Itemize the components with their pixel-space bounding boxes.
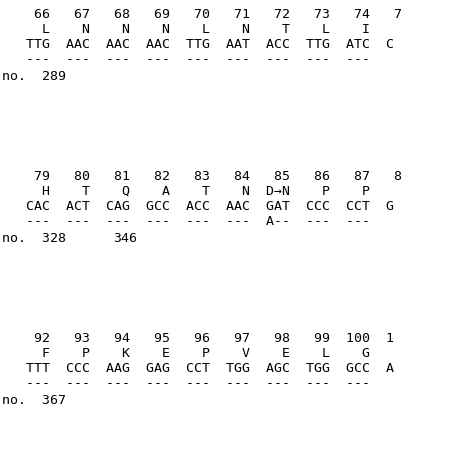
Text: 79   80   81   82   83   84   85   86   87   8: 79 80 81 82 83 84 85 86 87 8 xyxy=(2,170,402,183)
Text: 92   93   94   95   96   97   98   99  100  1: 92 93 94 95 96 97 98 99 100 1 xyxy=(2,332,394,345)
Text: F    P    K    E    P    V    E    L    G: F P K E P V E L G xyxy=(2,347,370,360)
Text: L    N    N    N    L    N    T    L    I: L N N N L N T L I xyxy=(2,23,370,36)
Text: TTT  CCC  AAG  GAG  CCT  TGG  AGC  TGG  GCC  A: TTT CCC AAG GAG CCT TGG AGC TGG GCC A xyxy=(2,362,394,375)
Text: ---  ---  ---  ---  ---  ---  ---  ---  ---: --- --- --- --- --- --- --- --- --- xyxy=(2,377,370,390)
Text: CAC  ACT  CAG  GCC  ACC  AAC  GAT  CCC  CCT  G: CAC ACT CAG GCC ACC AAC GAT CCC CCT G xyxy=(2,200,394,213)
Text: no.  367: no. 367 xyxy=(2,394,66,407)
Text: ---  ---  ---  ---  ---  ---  A--  ---  ---: --- --- --- --- --- --- A-- --- --- xyxy=(2,215,370,228)
Text: H    T    Q    A    T    N  D→N    P    P: H T Q A T N D→N P P xyxy=(2,185,370,198)
Text: 66   67   68   69   70   71   72   73   74   7: 66 67 68 69 70 71 72 73 74 7 xyxy=(2,8,402,21)
Text: ---  ---  ---  ---  ---  ---  ---  ---  ---: --- --- --- --- --- --- --- --- --- xyxy=(2,53,370,66)
Text: 346: 346 xyxy=(113,232,137,245)
Text: no.  328: no. 328 xyxy=(2,232,66,245)
Text: TTG  AAC  AAC  AAC  TTG  AAT  ACC  TTG  ATC  C: TTG AAC AAC AAC TTG AAT ACC TTG ATC C xyxy=(2,38,394,51)
Text: no.  289: no. 289 xyxy=(2,70,66,83)
